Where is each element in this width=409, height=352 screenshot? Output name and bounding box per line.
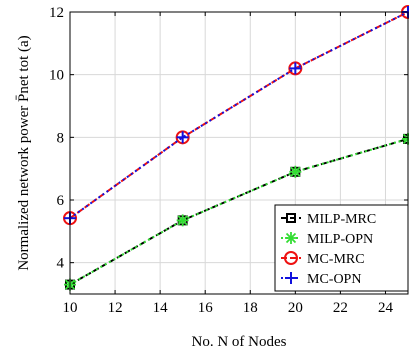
x-tick-label: 16 xyxy=(198,300,214,316)
x-tick-label: 18 xyxy=(243,300,258,316)
series-line xyxy=(69,11,409,219)
legend-marker xyxy=(285,272,297,284)
legend-item: MC-MRC xyxy=(281,251,365,267)
square-marker xyxy=(286,213,296,223)
x-tick-label: 20 xyxy=(288,300,303,316)
legend-label: MC-OPN xyxy=(307,272,361,287)
legend-label: MILP-MRC xyxy=(307,212,376,227)
x-axis-label: No. N of Nodes xyxy=(192,334,287,350)
y-tick-label: 6 xyxy=(57,193,65,209)
x-tick-label: 24 xyxy=(378,300,394,316)
legend-box xyxy=(274,204,409,292)
data-point xyxy=(289,165,302,178)
plot-frame xyxy=(69,11,409,295)
asterisk-marker-stroke xyxy=(290,166,301,177)
y-axis-label: Normalized network power P̄net tot (a) xyxy=(16,35,32,270)
legend-marker xyxy=(284,251,298,265)
x-tick-label: 22 xyxy=(333,300,348,316)
legend-label: MC-MRC xyxy=(307,252,365,267)
series-mc-opn xyxy=(64,6,409,225)
legend-item: MILP-OPN xyxy=(281,232,373,247)
y-tick-label: 4 xyxy=(57,256,65,272)
asterisk-marker-stroke xyxy=(177,215,188,226)
legend-marker xyxy=(286,213,296,223)
data-point xyxy=(289,62,302,75)
circle-marker xyxy=(284,251,298,265)
legend-marker xyxy=(285,232,297,244)
x-tick-label: 12 xyxy=(108,300,123,316)
x-tick-label: 14 xyxy=(153,300,169,316)
y-tick-label: 8 xyxy=(57,130,65,146)
legend-item: MC-OPN xyxy=(281,272,361,287)
legend: MILP-MRC MILP-OPN MC-MRC MC-OPN xyxy=(274,204,409,292)
asterisk-marker-stroke xyxy=(285,232,297,244)
legend-label: MILP-OPN xyxy=(307,232,373,247)
series-line xyxy=(69,11,409,219)
data-point xyxy=(176,131,189,144)
series-mc-mrc xyxy=(63,5,409,226)
data-point xyxy=(176,214,189,227)
series-milp-opn xyxy=(64,132,409,291)
ticks: 10 12 14 16 18 20 22 24 4 6 8 10 12 xyxy=(49,5,408,316)
series-layer xyxy=(63,5,409,291)
legend-item: MILP-MRC xyxy=(281,212,376,227)
x-tick-label: 10 xyxy=(63,300,78,316)
y-tick-label: 12 xyxy=(49,5,64,21)
series-line xyxy=(69,137,409,286)
y-tick-label: 10 xyxy=(49,68,64,84)
